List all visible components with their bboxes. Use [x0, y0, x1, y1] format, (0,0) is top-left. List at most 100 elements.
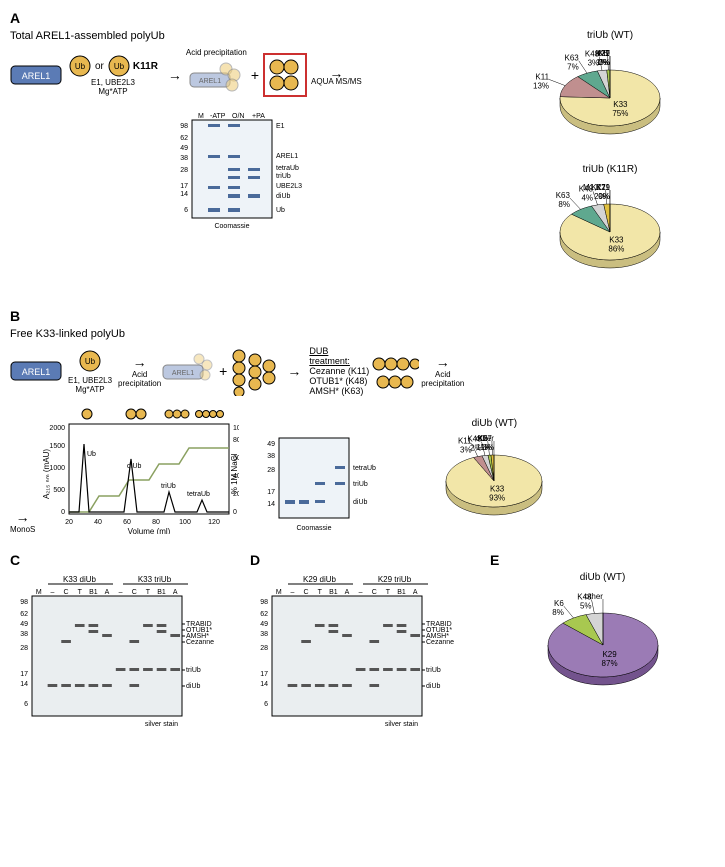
svg-text:Cezanne: Cezanne	[186, 639, 214, 646]
svg-text:K33 diUb: K33 diUb	[63, 575, 96, 584]
svg-text:tetraUb: tetraUb	[187, 491, 210, 498]
arrow-icon: →	[287, 363, 301, 379]
svg-text:K638%: K638%	[556, 191, 571, 209]
svg-text:0: 0	[233, 509, 237, 516]
pie-diub-b-icon: K3393%K113%K482%K61%K271%other0%	[399, 431, 589, 531]
svg-text:49: 49	[20, 621, 28, 628]
svg-text:62: 62	[180, 135, 188, 142]
svg-text:T: T	[146, 589, 151, 596]
svg-text:A₂₁₅ ₙₘ (mAU): A₂₁₅ ₙₘ (mAU)	[42, 449, 51, 499]
gel-a-icon: M -ATP O/N +PA 98 62 49 38 28 17 14 6	[170, 110, 320, 230]
short-chains-icon	[369, 346, 419, 396]
svg-text:A: A	[345, 589, 350, 596]
panels-cde: C K33 diUbK33 triUbM–CTB1A–CTB1A98624938…	[10, 552, 715, 735]
svg-text:17: 17	[268, 489, 276, 496]
svg-text:6: 6	[264, 701, 268, 708]
gel-d-icon: K29 diUbK29 triUbM–CTB1A–CTB1A9862493828…	[250, 572, 480, 732]
svg-text:K290%: K290%	[596, 49, 611, 67]
arel1-box-icon: AREL1	[10, 361, 62, 381]
svg-text:98: 98	[180, 123, 188, 130]
panel-a: A Total AREL1-assembled polyUb AREL1 Ub …	[10, 10, 715, 290]
svg-text:C: C	[372, 589, 377, 596]
svg-text:C: C	[304, 589, 309, 596]
k11r-text: K11R	[133, 61, 158, 72]
svg-text:38: 38	[20, 631, 28, 638]
svg-text:E1: E1	[276, 123, 285, 130]
complex-icon: AREL1	[186, 59, 246, 99]
svg-text:20: 20	[65, 519, 73, 526]
svg-text:14: 14	[180, 191, 188, 198]
svg-text:M: M	[36, 589, 42, 596]
svg-text:O/N: O/N	[232, 113, 244, 120]
svg-text:A: A	[105, 589, 110, 596]
svg-text:K3386%: K3386%	[608, 236, 624, 254]
acid-precip-b-text: Acid precipitation	[118, 370, 161, 388]
svg-text:triUb: triUb	[426, 667, 441, 674]
dub-list-text: Cezanne (K11) OTUB1* (K48) AMSH* (K63)	[309, 366, 369, 396]
svg-text:17: 17	[20, 671, 28, 678]
svg-text:B1: B1	[397, 589, 406, 596]
panel-b-title: Free K33-linked polyUb	[10, 328, 715, 340]
pie-k11r-icon: K3386%K638%K484%K272%M1,K110%K290%	[510, 177, 710, 287]
svg-text:A: A	[173, 589, 178, 596]
svg-text:K3393%: K3393%	[489, 485, 505, 503]
svg-text:14: 14	[268, 501, 276, 508]
svg-text:40: 40	[94, 519, 102, 526]
panel-a-title: Total AREL1-assembled polyUb	[10, 30, 505, 42]
panel-c: C K33 diUbK33 triUbM–CTB1A–CTB1A98624938…	[10, 552, 240, 735]
arrow-icon: →	[436, 354, 450, 370]
svg-text:B1: B1	[89, 589, 98, 596]
gel-b-icon: 49 38 28 17 14 tetraUb triUb diUb Coomas…	[259, 434, 389, 534]
polyub-chains-icon	[229, 346, 279, 396]
svg-text:K3375%: K3375%	[612, 100, 628, 118]
monos-text: MonoS	[10, 525, 35, 534]
svg-text:triUb: triUb	[186, 667, 201, 674]
svg-text:AREL1: AREL1	[276, 153, 298, 160]
ub-k11r-icon: Ub	[107, 54, 131, 78]
panel-e: E diUb (WT) K2987%K68%K485%other	[490, 552, 715, 708]
svg-text:Coomassie: Coomassie	[214, 223, 249, 230]
svg-text:silver stain: silver stain	[385, 721, 418, 728]
pie-e-icon: K2987%K68%K485%other	[503, 585, 703, 705]
svg-text:diUb: diUb	[127, 463, 142, 470]
svg-text:14: 14	[260, 681, 268, 688]
svg-text:Cezanne: Cezanne	[426, 639, 454, 646]
dub-treatment-text: DUB treatment:	[309, 346, 369, 366]
complex-b-icon: AREL1	[161, 351, 217, 391]
svg-text:T: T	[318, 589, 323, 596]
svg-text:38: 38	[180, 155, 188, 162]
svg-text:49: 49	[268, 441, 276, 448]
svg-text:60: 60	[123, 519, 131, 526]
pie-k11r-title: triUb (K11R)	[505, 164, 715, 175]
pie-diub-b: diUb (WT) K3393%K113%K482%K61%K271%other…	[399, 418, 589, 534]
svg-text:1000: 1000	[50, 465, 66, 472]
arel1-box-icon: AREL1	[10, 65, 62, 85]
svg-text:diUb: diUb	[426, 683, 441, 690]
svg-text:M: M	[276, 589, 282, 596]
svg-text:triUb: triUb	[353, 481, 368, 488]
svg-text:80: 80	[152, 519, 160, 526]
panel-b-label: B	[10, 308, 715, 324]
svg-text:C: C	[64, 589, 69, 596]
panel-e-label: E	[490, 552, 715, 568]
svg-text:6: 6	[24, 701, 28, 708]
ub-circle-icon: Ub	[68, 54, 92, 78]
svg-text:B1: B1	[329, 589, 338, 596]
svg-text:C: C	[132, 589, 137, 596]
svg-text:other: other	[584, 592, 603, 601]
svg-text:98: 98	[260, 599, 268, 606]
svg-text:80: 80	[233, 437, 239, 444]
svg-text:28: 28	[180, 167, 188, 174]
svg-text:–: –	[359, 589, 363, 596]
svg-text:38: 38	[260, 631, 268, 638]
svg-text:500: 500	[54, 487, 66, 494]
plus-text: +	[251, 67, 259, 83]
svg-text:AREL1: AREL1	[199, 78, 221, 85]
svg-text:14: 14	[20, 681, 28, 688]
svg-text:triUb: triUb	[161, 483, 176, 490]
svg-text:38: 38	[268, 453, 276, 460]
enzymes-b-text: E1, UBE2L3 Mg*ATP	[68, 376, 112, 394]
free-ub-box-icon	[263, 53, 307, 97]
pie-e-title: diUb (WT)	[490, 572, 715, 583]
svg-text:28: 28	[20, 645, 28, 652]
